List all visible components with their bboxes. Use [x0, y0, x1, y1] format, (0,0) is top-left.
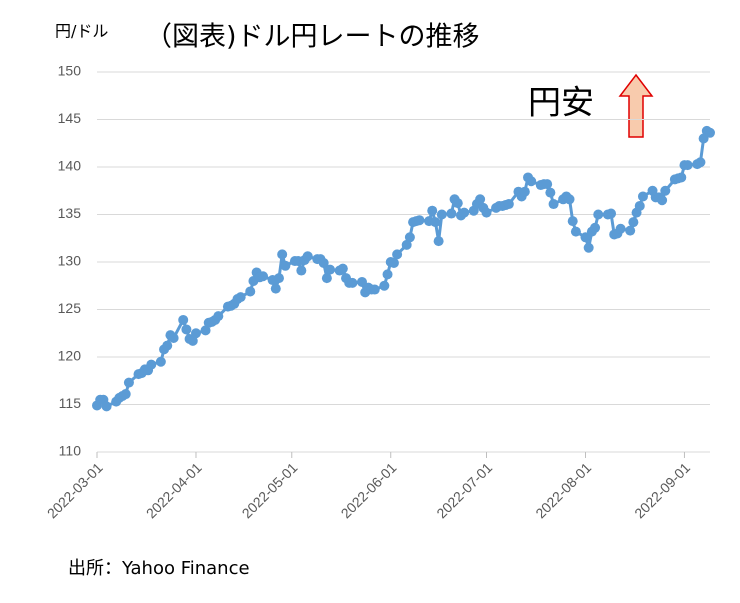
point: [401, 239, 412, 250]
x-tick-label: 2022-03-01: [44, 459, 106, 521]
y-tick-label: 125: [58, 300, 82, 316]
source: 出所：Yahoo Finance: [68, 558, 250, 579]
point: [564, 194, 575, 205]
y-tick-label: 150: [58, 63, 82, 79]
point: [430, 217, 441, 228]
point: [433, 236, 444, 247]
point: [446, 208, 457, 219]
x-tick-label: 2022-06-01: [338, 459, 400, 521]
point: [245, 286, 256, 297]
y-tick-label: 140: [58, 158, 82, 174]
point: [190, 328, 201, 339]
point: [548, 199, 559, 210]
up-arrow: [618, 73, 654, 138]
point: [628, 217, 639, 228]
point: [356, 276, 367, 287]
point: [321, 273, 332, 284]
point: [519, 186, 530, 197]
point: [427, 205, 438, 216]
point: [637, 191, 648, 202]
point: [270, 283, 281, 294]
point: [580, 232, 591, 243]
point: [404, 232, 415, 243]
point: [459, 207, 470, 218]
point: [302, 251, 313, 262]
point: [615, 223, 626, 234]
chart-title: （図表)ドル円レートの推移: [145, 22, 480, 53]
x-tick-label: 2022-09-01: [631, 459, 693, 521]
point: [120, 389, 131, 400]
point: [258, 271, 269, 282]
y-tick-label: 135: [58, 205, 82, 221]
point: [213, 311, 224, 322]
point: [657, 195, 668, 206]
point: [369, 284, 380, 295]
point: [606, 208, 617, 219]
point: [146, 359, 157, 370]
point: [235, 292, 246, 303]
point: [625, 225, 636, 236]
line: [95, 128, 711, 409]
point: [452, 198, 463, 209]
point: [698, 133, 709, 144]
y-tick-label: 115: [59, 395, 82, 411]
point: [567, 216, 578, 227]
point: [162, 340, 173, 351]
point: [392, 249, 403, 260]
point: [414, 215, 425, 226]
point: [382, 269, 393, 280]
point: [277, 249, 288, 260]
point: [337, 263, 348, 274]
point: [318, 257, 329, 268]
point: [590, 222, 601, 233]
point: [178, 314, 189, 325]
x-tick-label: 2022-07-01: [433, 459, 495, 521]
point: [280, 260, 291, 271]
point: [273, 273, 284, 284]
point: [347, 277, 358, 288]
y-tick-label: 130: [58, 253, 82, 269]
point: [200, 325, 211, 336]
point: [695, 157, 706, 168]
point: [570, 226, 581, 237]
point: [583, 242, 594, 253]
point: [325, 264, 336, 275]
point: [123, 377, 134, 388]
annotation: 円安: [528, 83, 594, 122]
y-tick-label: 145: [58, 110, 82, 126]
point: [682, 160, 693, 171]
y-tick-label: 110: [59, 443, 82, 459]
point: [187, 335, 198, 346]
point: [388, 257, 399, 268]
point: [545, 187, 556, 198]
point: [634, 200, 645, 211]
point: [481, 207, 492, 218]
x-tick-label: 2022-08-01: [532, 459, 594, 521]
y-tick-label: 120: [58, 348, 82, 364]
point: [503, 199, 514, 210]
point: [526, 176, 537, 187]
point: [660, 185, 671, 196]
point: [101, 401, 112, 412]
x-tick-label: 2022-04-01: [143, 459, 205, 521]
point: [379, 280, 390, 291]
point: [705, 127, 715, 138]
y-axis-label: 円/ドル: [55, 22, 108, 41]
point: [593, 209, 604, 220]
point: [155, 356, 166, 367]
point: [168, 333, 179, 343]
point: [181, 324, 192, 335]
x-tick-label: 2022-05-01: [239, 459, 301, 521]
point: [542, 179, 553, 190]
point: [676, 172, 687, 183]
point: [475, 194, 486, 205]
point: [436, 209, 447, 220]
point: [296, 265, 307, 276]
